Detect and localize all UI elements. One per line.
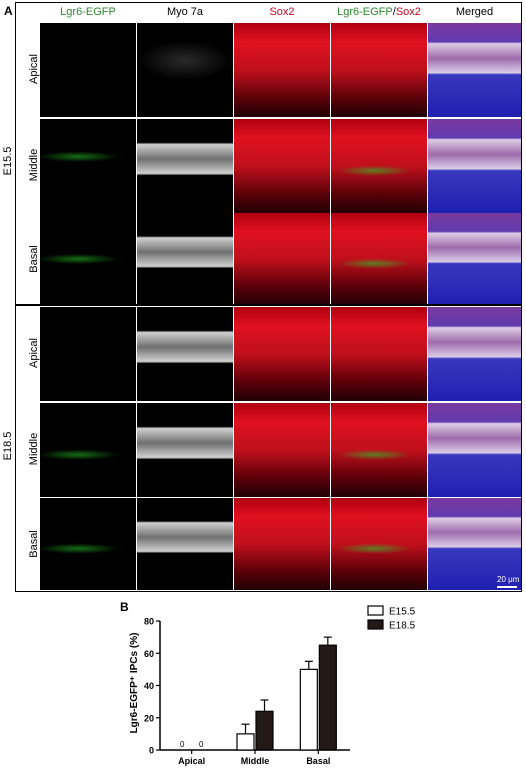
micrograph-tile	[428, 213, 521, 305]
legend-label: E15.5	[389, 607, 416, 618]
panel-b-letter: B	[120, 600, 129, 614]
micrograph-tile	[137, 307, 233, 401]
micrograph-tile	[40, 119, 136, 213]
micrograph-tile	[234, 498, 330, 590]
row-label: Apical	[28, 307, 40, 399]
ipc-bar-chart: Lgr6-EGFP⁺ IPCs (%) 0 20 40 60 80 Apical Middl…	[129, 605, 416, 766]
x-tick-label: Apical	[178, 756, 205, 766]
bar	[318, 644, 337, 751]
chart-legend: E15.5 E18.5	[367, 605, 416, 632]
micrograph-tile	[428, 119, 521, 213]
col-header-slash: /	[392, 6, 396, 18]
x-tick-label: Basal	[306, 756, 330, 766]
micrograph-tile	[428, 498, 521, 590]
zero-value-label: 0	[180, 740, 185, 749]
y-tick-label: 80	[144, 617, 154, 627]
col-header-lgr6-sox2: Lgr6-EGFP/Sox2	[331, 3, 427, 22]
y-tick-label: 40	[144, 681, 154, 691]
legend-swatch	[367, 619, 384, 630]
micrograph-tile	[137, 119, 233, 213]
row-label: Middle	[28, 403, 40, 495]
x-tick-label: Middle	[241, 756, 270, 766]
micrograph-tile	[331, 119, 427, 213]
micrograph-tile	[428, 307, 521, 401]
legend-swatch	[367, 605, 384, 616]
scale-bar	[497, 586, 517, 588]
row-label: Basal	[28, 498, 40, 590]
micrograph-tile	[234, 213, 330, 305]
micrograph-tile	[428, 403, 521, 497]
panel-a-letter: A	[4, 4, 13, 18]
col-header-myo7a: Myo 7a	[166, 6, 204, 18]
micrograph-tile	[137, 498, 233, 590]
micrograph-tile	[331, 307, 427, 401]
scale-bar-label: 20 μm	[497, 575, 520, 584]
micrograph-tile	[331, 498, 427, 590]
micrograph-tile	[331, 403, 427, 497]
panel-a-frame	[15, 2, 522, 592]
y-tick-label: 60	[144, 649, 154, 659]
micrograph-tile	[234, 307, 330, 401]
micrograph-tile	[40, 498, 136, 590]
micrograph-tile	[40, 23, 136, 117]
micrograph-tile	[137, 23, 233, 117]
micrograph-tile	[137, 213, 233, 305]
micrograph-tile	[40, 307, 136, 401]
chart-y-label: Lgr6-EGFP⁺ IPCs (%)	[129, 633, 140, 734]
col-header-merged: Merged	[455, 6, 494, 18]
stage-label-e15: E15.5	[2, 146, 14, 176]
chart-axes: 0 20 40 60 80 Apical Middle Basal	[144, 617, 350, 766]
micrograph-tile	[234, 403, 330, 497]
row-label: Basal	[28, 213, 40, 305]
micrograph-tile	[331, 23, 427, 117]
micrograph-tile	[40, 213, 136, 305]
micrograph-tile	[428, 23, 521, 117]
row-label: Apical	[28, 23, 40, 115]
y-tick-label: 0	[149, 746, 154, 756]
stage-label-e18: E18.5	[2, 431, 14, 461]
micrograph-tile	[331, 213, 427, 305]
zero-value-label: 0	[199, 740, 204, 749]
micrograph-tile	[234, 119, 330, 213]
stage-divider	[15, 304, 522, 306]
micrograph-tile	[234, 23, 330, 117]
col-header-lgr6: Lgr6-EGFP	[60, 6, 116, 18]
col-header-sox2: Sox2	[269, 6, 295, 18]
col-header-sox2-part: Sox2	[395, 6, 421, 18]
y-tick-label: 20	[144, 713, 154, 723]
micrograph-tile	[137, 403, 233, 497]
bar	[255, 710, 274, 751]
row-label: Middle	[28, 119, 40, 211]
legend-label: E18.5	[389, 621, 416, 632]
bar	[236, 733, 255, 751]
micrograph-tile	[40, 403, 136, 497]
col-header-lgr6-part: Lgr6-EGFP	[337, 6, 393, 18]
bar	[299, 668, 318, 751]
